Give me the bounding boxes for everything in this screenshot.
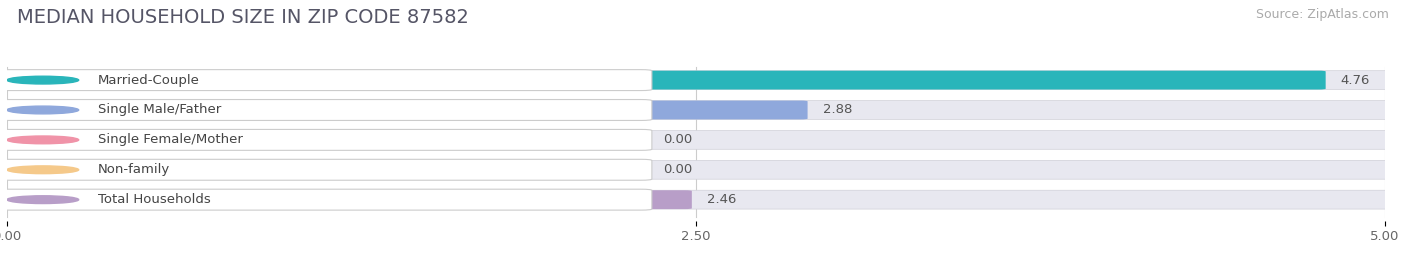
Text: 2.88: 2.88 [823, 104, 852, 116]
Text: 0.00: 0.00 [662, 133, 692, 146]
Circle shape [7, 106, 79, 114]
Circle shape [7, 196, 79, 204]
Text: MEDIAN HOUSEHOLD SIZE IN ZIP CODE 87582: MEDIAN HOUSEHOLD SIZE IN ZIP CODE 87582 [17, 8, 468, 27]
Text: Non-family: Non-family [98, 163, 170, 176]
FancyBboxPatch shape [0, 190, 1392, 209]
FancyBboxPatch shape [0, 71, 1392, 90]
FancyBboxPatch shape [0, 189, 652, 210]
FancyBboxPatch shape [0, 71, 1326, 90]
FancyBboxPatch shape [0, 129, 652, 150]
Text: Single Female/Mother: Single Female/Mother [98, 133, 243, 146]
FancyBboxPatch shape [0, 130, 1392, 149]
Text: 0.00: 0.00 [662, 163, 692, 176]
Text: 4.76: 4.76 [1341, 74, 1371, 87]
Circle shape [7, 76, 79, 84]
FancyBboxPatch shape [0, 70, 652, 91]
FancyBboxPatch shape [0, 100, 652, 121]
FancyBboxPatch shape [0, 160, 1392, 179]
Text: Married-Couple: Married-Couple [98, 74, 200, 87]
Circle shape [7, 136, 79, 144]
FancyBboxPatch shape [0, 101, 1392, 119]
Text: 2.46: 2.46 [707, 193, 737, 206]
Text: Source: ZipAtlas.com: Source: ZipAtlas.com [1256, 8, 1389, 21]
Circle shape [7, 166, 79, 174]
Text: Total Households: Total Households [98, 193, 211, 206]
FancyBboxPatch shape [0, 101, 807, 119]
FancyBboxPatch shape [0, 190, 692, 209]
Text: Single Male/Father: Single Male/Father [98, 104, 221, 116]
FancyBboxPatch shape [0, 159, 652, 180]
